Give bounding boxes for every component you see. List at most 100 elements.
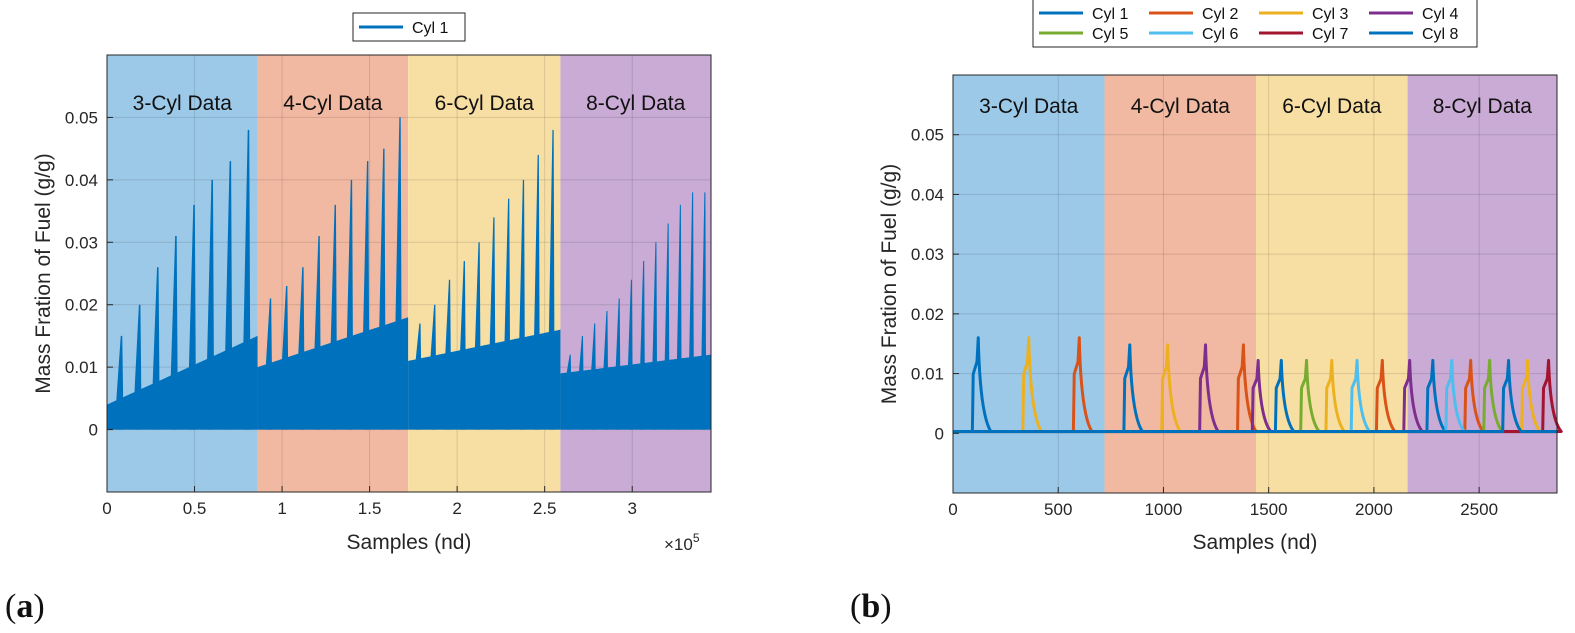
panel-a-series [107, 117, 711, 430]
panel-a-y-axis-label: Mass Fration of Fuel (g/g) [32, 153, 55, 393]
series-spike [579, 335, 584, 430]
series-spike [330, 204, 337, 430]
region-label: 6-Cyl Data [435, 92, 535, 115]
series-spike [298, 267, 305, 430]
y-tick-label: 0.03 [911, 245, 944, 264]
x-tick-label: 1500 [1250, 500, 1288, 519]
series-line [953, 358, 1563, 433]
legend-entry: Cyl 8 [1422, 26, 1459, 43]
x-tick-label: 0 [948, 500, 957, 519]
region-label: 8-Cyl Data [586, 92, 686, 115]
series-envelope [107, 335, 258, 430]
panel-a-axes-frame [106, 54, 712, 493]
panel-a-x-exponent: ×105 [664, 531, 700, 554]
panel-a-x-axis-label: Samples (nd) [347, 531, 472, 554]
region-band [1256, 75, 1408, 493]
region-label: 3-Cyl Data [979, 95, 1079, 118]
y-tick-label: 0.04 [65, 171, 98, 190]
panel-a-y-ticks: 0 0.01 0.02 0.03 0.04 0.05 [65, 108, 113, 440]
series-spike [591, 323, 596, 430]
series-spike [282, 285, 289, 430]
series-spike [225, 161, 233, 430]
series-spike [445, 279, 451, 430]
legend-entry: Cyl 1 [412, 20, 449, 37]
region-label: 6-Cyl Data [1282, 95, 1382, 118]
x-tick-label: 500 [1044, 500, 1072, 519]
series-spike [615, 298, 621, 430]
series-spike [474, 242, 481, 430]
series-spike [207, 179, 214, 430]
series-spike [243, 129, 251, 430]
series-line [953, 358, 1557, 433]
y-tick-label: 0.03 [65, 233, 98, 252]
x-tick-label: 1000 [1145, 500, 1183, 519]
x-tick-label: 2000 [1355, 500, 1393, 519]
panel-a-region-labels: 3-Cyl Data 4-Cyl Data 6-Cyl Data 8-Cyl Data [133, 92, 686, 115]
series-spike [170, 236, 178, 430]
series-line [953, 343, 1557, 433]
series-spike [188, 204, 196, 430]
series-spike [676, 204, 682, 430]
y-tick-label: 0 [89, 421, 98, 440]
panel-a-label: (a) [5, 588, 45, 625]
region-band [1407, 75, 1557, 493]
panel-b-series [953, 336, 1563, 433]
x-tick-label: 3 [627, 499, 636, 518]
y-tick-label: 0 [935, 424, 944, 443]
x-tick-label: 0 [102, 499, 111, 518]
panel-b-y-axis-label: Mass Fration of Fuel (g/g) [878, 164, 901, 404]
series-spike [116, 335, 124, 430]
series-spike [314, 236, 321, 430]
series-spike [346, 179, 354, 430]
x-tick-label: 2.5 [533, 499, 557, 518]
y-tick-label: 0.02 [65, 296, 98, 315]
y-tick-label: 0.05 [911, 126, 944, 145]
legend-entry: Cyl 1 [1092, 6, 1129, 23]
panel-a-chart: 3-Cyl Data 4-Cyl Data 6-Cyl Data 8-Cyl Data… [5, 12, 712, 625]
legend-entry: Cyl 7 [1312, 26, 1349, 43]
legend-entry: Cyl 4 [1422, 6, 1459, 23]
series-spike [603, 310, 609, 430]
series-spike [265, 298, 273, 430]
legend-entry: Cyl 6 [1202, 26, 1239, 43]
series-spike [534, 154, 540, 430]
x-tick-label: 2500 [1460, 500, 1498, 519]
series-spike [701, 192, 707, 430]
series-spike [152, 267, 160, 430]
panel-a-legend: Cyl 1 [352, 12, 466, 42]
legend-entry: Cyl 5 [1092, 26, 1129, 43]
panel-b-x-ticks: 0 500 1000 1500 2000 2500 [948, 487, 1498, 519]
panel-a-x-ticks: 0 0.5 1 1.5 2 2.5 3 [102, 486, 637, 518]
panel-b-axes-frame [952, 74, 1558, 494]
series-spike [628, 279, 633, 430]
x-tick-label: 0.5 [183, 499, 207, 518]
region-label: 4-Cyl Data [283, 92, 383, 115]
panel-b-region-labels: 3-Cyl Data 4-Cyl Data 6-Cyl Data 8-Cyl Data [979, 95, 1532, 118]
region-band [953, 75, 1105, 493]
region-label: 3-Cyl Data [133, 92, 233, 115]
panel-b-x-axis-label: Samples (nd) [1193, 531, 1318, 554]
panel-b-label: (b) [850, 588, 892, 625]
panel-b-chart: 3-Cyl Data 4-Cyl Data 6-Cyl Data 8-Cyl Data… [850, 0, 1563, 625]
series-spike [489, 217, 496, 430]
y-tick-label: 0.04 [911, 185, 944, 204]
series-spike [689, 192, 694, 430]
panel-b-legend: Cyl 1 Cyl 2 Cyl 3 Cyl 4 Cyl 5 Cyl 6 Cyl 7 Cyl 8 [1032, 0, 1478, 48]
series-spike [640, 261, 645, 430]
panel-b-y-ticks: 0 0.01 0.02 0.03 0.04 0.05 [911, 126, 959, 443]
series-spike [430, 304, 437, 430]
y-tick-label: 0.05 [65, 108, 98, 127]
y-tick-label: 0.01 [65, 358, 98, 377]
x-tick-label: 1 [277, 499, 286, 518]
legend-entry: Cyl 2 [1202, 6, 1239, 23]
series-spike [379, 148, 386, 430]
y-tick-label: 0.01 [911, 365, 944, 384]
y-tick-label: 0.02 [911, 305, 944, 324]
legend-box [1032, 0, 1478, 48]
series-spike [664, 223, 670, 430]
region-label: 4-Cyl Data [1131, 95, 1231, 118]
series-spike [460, 261, 466, 430]
series-spike [134, 304, 142, 430]
region-label: 8-Cyl Data [1433, 95, 1533, 118]
series-spike [415, 323, 422, 430]
